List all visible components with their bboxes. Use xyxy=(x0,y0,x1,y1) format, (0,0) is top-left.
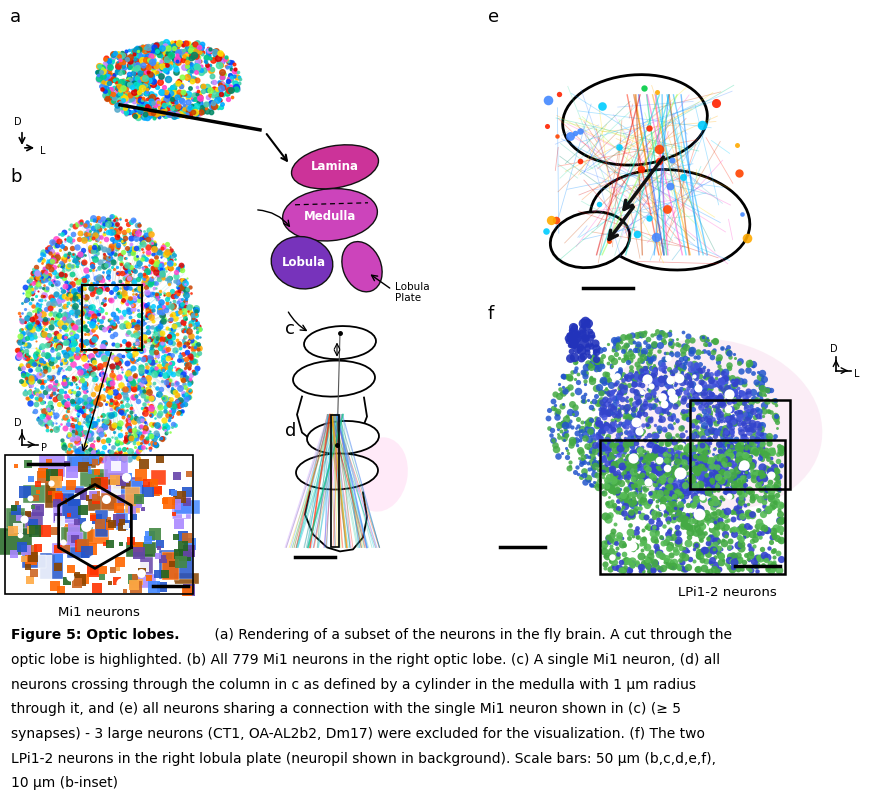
Ellipse shape xyxy=(282,188,377,241)
Bar xyxy=(68,532,83,548)
Ellipse shape xyxy=(603,339,823,511)
Bar xyxy=(5,454,193,595)
Bar xyxy=(88,530,109,545)
Text: Figure 5: Optic lobes.: Figure 5: Optic lobes. xyxy=(11,628,179,642)
Bar xyxy=(82,285,142,349)
Bar xyxy=(68,457,96,468)
Bar xyxy=(45,480,61,508)
Bar xyxy=(107,477,142,506)
Ellipse shape xyxy=(307,421,379,454)
Text: b: b xyxy=(10,168,22,186)
Bar xyxy=(52,543,70,554)
Bar xyxy=(0,528,32,555)
Bar xyxy=(152,470,166,485)
Bar xyxy=(129,575,156,588)
Bar xyxy=(63,525,80,543)
Bar xyxy=(112,480,144,494)
Bar xyxy=(39,454,65,477)
Bar xyxy=(67,456,91,472)
Bar xyxy=(53,497,80,522)
Text: optic lobe is highlighted. (b) All 779 Mi1 neurons in the right optic lobe. (c) : optic lobe is highlighted. (b) All 779 M… xyxy=(11,653,720,667)
Ellipse shape xyxy=(590,169,750,270)
Ellipse shape xyxy=(304,326,376,359)
Bar xyxy=(140,553,153,576)
Text: Lobula
Plate: Lobula Plate xyxy=(395,282,430,303)
Ellipse shape xyxy=(342,241,382,292)
Bar xyxy=(9,512,43,535)
Text: LPi1-2 neurons in the right lobula plate (neuropil shown in background). Scale b: LPi1-2 neurons in the right lobula plate… xyxy=(11,752,716,765)
Bar xyxy=(97,472,131,489)
Bar xyxy=(174,499,200,515)
Ellipse shape xyxy=(291,145,379,189)
Bar xyxy=(690,399,790,489)
Bar xyxy=(80,469,108,488)
Text: d: d xyxy=(285,422,296,440)
Ellipse shape xyxy=(353,437,408,511)
Ellipse shape xyxy=(563,75,708,165)
Bar xyxy=(6,508,25,531)
Bar xyxy=(62,493,81,518)
Text: (a) Rendering of a subset of the neurons in the fly brain. A cut through the: (a) Rendering of a subset of the neurons… xyxy=(210,628,731,642)
Polygon shape xyxy=(297,396,367,449)
Text: LPi1-2 neurons: LPi1-2 neurons xyxy=(678,586,776,599)
Text: D: D xyxy=(831,344,838,353)
Bar xyxy=(331,414,339,547)
Bar xyxy=(61,527,93,542)
Ellipse shape xyxy=(293,360,375,397)
Bar xyxy=(89,496,117,511)
Text: c: c xyxy=(285,320,295,337)
Text: Medulla: Medulla xyxy=(303,210,356,223)
Bar xyxy=(172,497,190,519)
Bar xyxy=(103,455,128,479)
Text: P: P xyxy=(41,442,47,453)
Bar xyxy=(116,509,128,530)
Text: through it, and (e) all neurons sharing a connection with the single Mi1 neuron : through it, and (e) all neurons sharing … xyxy=(11,703,681,716)
Bar xyxy=(22,555,46,568)
Bar xyxy=(175,573,199,584)
Ellipse shape xyxy=(551,212,630,268)
Text: neurons crossing through the column in c as defined by a cylinder in the medulla: neurons crossing through the column in c… xyxy=(11,677,695,692)
Ellipse shape xyxy=(271,237,332,289)
Text: Lobula: Lobula xyxy=(282,256,326,269)
Text: L: L xyxy=(40,146,46,156)
Text: e: e xyxy=(488,8,499,26)
Bar xyxy=(55,485,84,500)
Text: a: a xyxy=(10,8,21,26)
Bar xyxy=(67,542,89,558)
Polygon shape xyxy=(305,491,367,551)
Text: D: D xyxy=(14,418,22,427)
Text: L: L xyxy=(854,368,859,379)
Text: D: D xyxy=(14,117,22,127)
Text: Mi1 neurons: Mi1 neurons xyxy=(58,607,140,619)
Text: 10 μm (b-inset): 10 μm (b-inset) xyxy=(11,777,118,790)
Text: synapses) - 3 large neurons (CT1, OA-AL2b2, Dm17) were excluded for the visualiz: synapses) - 3 large neurons (CT1, OA-AL2… xyxy=(11,727,704,741)
Bar xyxy=(95,510,109,538)
Bar xyxy=(125,488,139,513)
Text: Lamina: Lamina xyxy=(311,160,359,173)
Ellipse shape xyxy=(296,453,378,490)
Bar xyxy=(125,542,156,557)
Bar xyxy=(101,485,113,503)
Bar xyxy=(40,553,63,579)
Bar xyxy=(38,555,52,584)
Bar xyxy=(23,485,55,503)
Bar xyxy=(162,553,180,580)
Text: f: f xyxy=(488,305,495,322)
Bar xyxy=(600,440,785,574)
Bar xyxy=(160,549,193,579)
Bar xyxy=(101,493,117,510)
